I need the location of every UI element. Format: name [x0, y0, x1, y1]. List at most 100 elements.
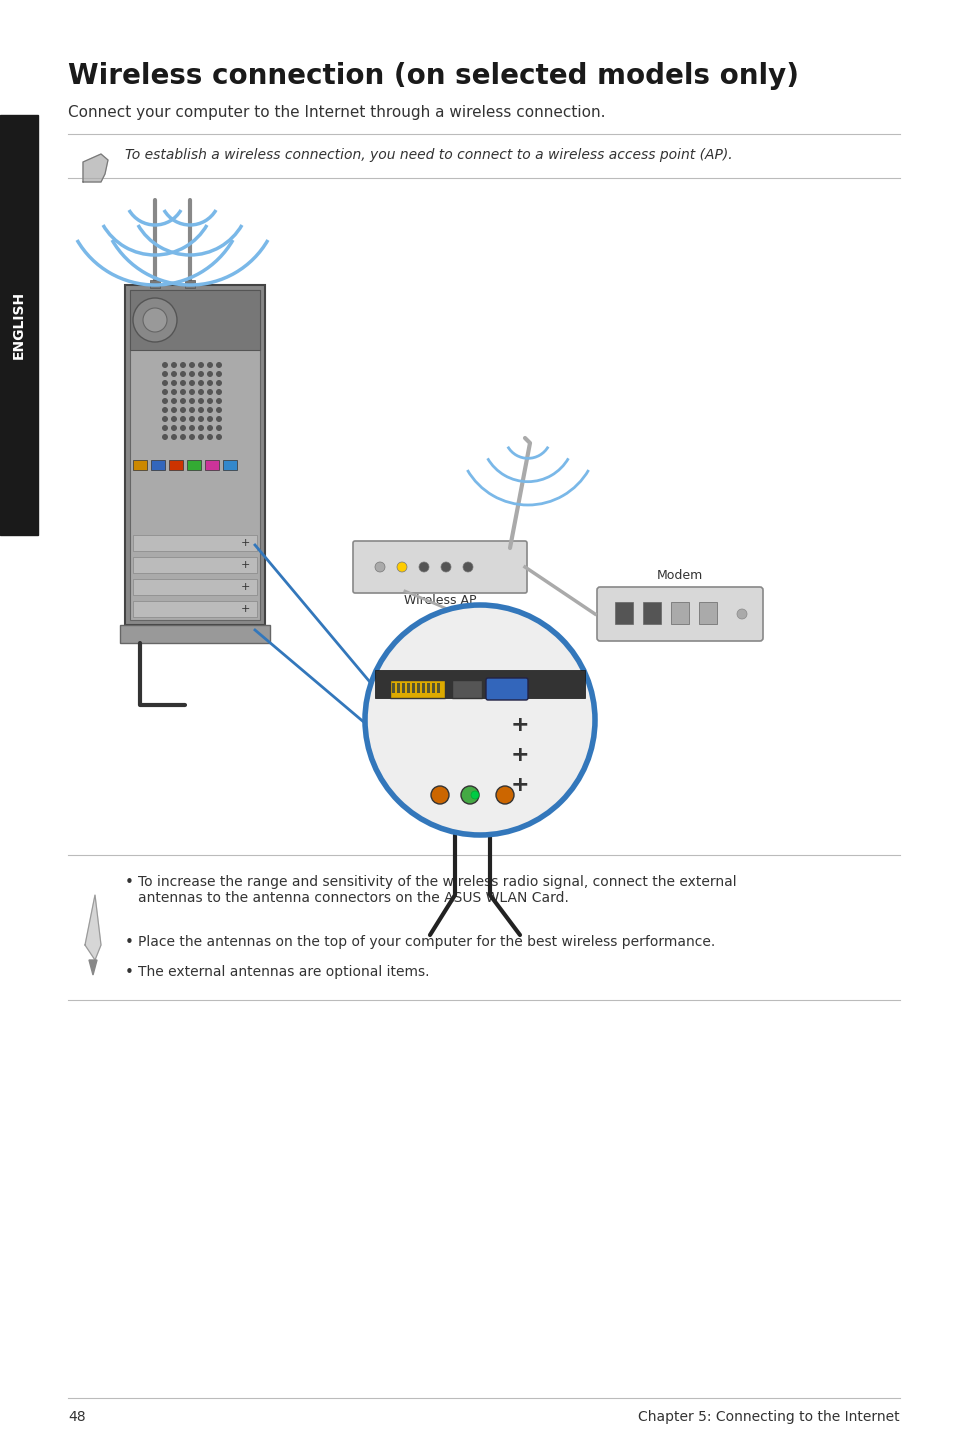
Text: +: + — [510, 745, 529, 765]
Circle shape — [171, 362, 177, 368]
Bar — [407, 683, 410, 693]
Bar — [132, 580, 256, 595]
Circle shape — [215, 426, 222, 431]
Circle shape — [189, 416, 194, 421]
Text: Connect your computer to the Internet through a wireless connection.: Connect your computer to the Internet th… — [68, 105, 605, 119]
Circle shape — [198, 398, 204, 404]
Text: •: • — [125, 965, 133, 981]
Circle shape — [215, 380, 222, 385]
Circle shape — [215, 434, 222, 440]
Circle shape — [162, 398, 168, 404]
Bar — [452, 680, 481, 697]
Text: Place the antennas on the top of your computer for the best wireless performance: Place the antennas on the top of your co… — [138, 935, 715, 949]
Circle shape — [171, 390, 177, 395]
Circle shape — [143, 308, 167, 332]
Circle shape — [180, 380, 186, 385]
Circle shape — [471, 791, 478, 800]
Text: +: + — [240, 538, 250, 548]
Circle shape — [207, 416, 213, 421]
Bar — [132, 601, 256, 617]
Bar — [421, 683, 424, 693]
Text: •: • — [125, 874, 133, 890]
Polygon shape — [83, 154, 108, 183]
Bar — [130, 290, 260, 349]
Text: Wireless connection (on selected models only): Wireless connection (on selected models … — [68, 62, 799, 91]
Circle shape — [496, 787, 514, 804]
Bar — [169, 460, 183, 470]
Circle shape — [189, 426, 194, 431]
Bar — [185, 280, 194, 288]
Bar — [0, 115, 38, 535]
Text: Wireless AP: Wireless AP — [403, 594, 476, 607]
Bar — [150, 280, 160, 288]
Circle shape — [462, 562, 473, 572]
Text: +: + — [240, 582, 250, 592]
Circle shape — [396, 562, 407, 572]
Bar — [615, 603, 633, 624]
Circle shape — [198, 434, 204, 440]
Circle shape — [162, 434, 168, 440]
Bar — [151, 460, 165, 470]
Bar — [396, 683, 399, 693]
Text: •: • — [125, 935, 133, 951]
Bar — [427, 683, 430, 693]
Bar — [120, 626, 270, 643]
Circle shape — [171, 416, 177, 421]
Circle shape — [162, 380, 168, 385]
Bar — [436, 683, 439, 693]
Bar — [390, 680, 444, 697]
Bar — [187, 460, 201, 470]
Circle shape — [737, 610, 746, 618]
Polygon shape — [89, 961, 97, 975]
Circle shape — [189, 380, 194, 385]
Bar — [132, 535, 256, 551]
Circle shape — [198, 407, 204, 413]
Circle shape — [189, 398, 194, 404]
Circle shape — [189, 362, 194, 368]
Circle shape — [207, 426, 213, 431]
Bar — [205, 460, 219, 470]
Circle shape — [162, 407, 168, 413]
Circle shape — [207, 434, 213, 440]
Circle shape — [207, 362, 213, 368]
Bar — [670, 603, 688, 624]
Text: Chapter 5: Connecting to the Internet: Chapter 5: Connecting to the Internet — [638, 1411, 899, 1424]
Circle shape — [180, 434, 186, 440]
Circle shape — [180, 407, 186, 413]
Text: The external antennas are optional items.: The external antennas are optional items… — [138, 965, 429, 979]
Circle shape — [189, 390, 194, 395]
Circle shape — [171, 407, 177, 413]
Circle shape — [180, 398, 186, 404]
Bar — [132, 557, 256, 572]
Bar — [642, 603, 660, 624]
Circle shape — [171, 426, 177, 431]
Circle shape — [207, 371, 213, 377]
Text: +: + — [510, 715, 529, 735]
Circle shape — [198, 416, 204, 421]
Text: +: + — [240, 559, 250, 569]
Circle shape — [162, 362, 168, 368]
Circle shape — [162, 416, 168, 421]
Circle shape — [215, 407, 222, 413]
FancyBboxPatch shape — [353, 541, 526, 592]
Text: 48: 48 — [68, 1411, 86, 1424]
Circle shape — [215, 398, 222, 404]
Circle shape — [198, 371, 204, 377]
Text: To increase the range and sensitivity of the wireless radio signal, connect the : To increase the range and sensitivity of… — [138, 874, 736, 905]
Bar — [401, 683, 405, 693]
FancyBboxPatch shape — [597, 587, 762, 641]
Bar — [130, 290, 260, 620]
Text: To establish a wireless connection, you need to connect to a wireless access poi: To establish a wireless connection, you … — [125, 148, 732, 162]
Circle shape — [198, 390, 204, 395]
Text: +: + — [240, 604, 250, 614]
Polygon shape — [85, 894, 101, 961]
Circle shape — [440, 562, 451, 572]
Circle shape — [418, 562, 429, 572]
Bar — [412, 683, 415, 693]
Text: ENGLISH: ENGLISH — [12, 290, 26, 360]
Bar — [132, 460, 147, 470]
Circle shape — [189, 407, 194, 413]
Circle shape — [365, 605, 595, 835]
Circle shape — [460, 787, 478, 804]
Bar — [125, 285, 265, 626]
